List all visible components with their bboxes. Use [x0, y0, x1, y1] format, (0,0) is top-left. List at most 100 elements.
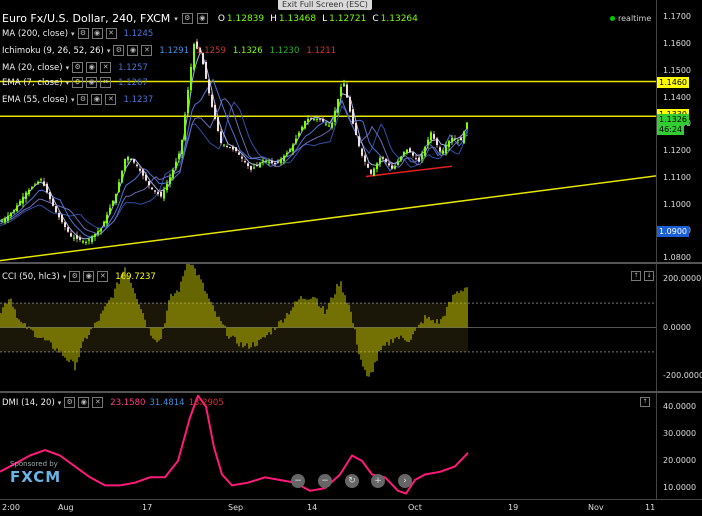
candle[interactable] — [115, 193, 117, 204]
candle[interactable] — [184, 114, 186, 140]
candle[interactable] — [250, 166, 252, 170]
candle[interactable] — [394, 166, 396, 169]
eye-icon[interactable]: ◉ — [86, 62, 98, 73]
candle[interactable] — [421, 154, 423, 160]
eye-icon[interactable]: ◉ — [86, 77, 98, 88]
candle[interactable] — [466, 122, 468, 129]
price-pane[interactable] — [0, 0, 656, 262]
indicator-name[interactable]: EMA (55, close) — [2, 94, 68, 105]
settings-icon[interactable]: ⚙ — [77, 94, 89, 105]
candle[interactable] — [274, 162, 276, 165]
candle[interactable] — [211, 94, 213, 107]
candle[interactable] — [268, 162, 270, 164]
candle[interactable] — [148, 181, 150, 186]
eye-icon[interactable]: ◉ — [78, 397, 90, 408]
candle[interactable] — [25, 192, 27, 199]
candle[interactable] — [85, 241, 87, 243]
candle[interactable] — [463, 131, 465, 143]
candle[interactable] — [442, 150, 444, 154]
candle[interactable] — [415, 158, 417, 160]
candle[interactable] — [220, 131, 222, 144]
candle[interactable] — [58, 213, 60, 218]
candle[interactable] — [112, 200, 114, 206]
cci-label[interactable]: CCI (50, hlc3) — [2, 271, 60, 282]
candle[interactable] — [130, 158, 132, 160]
trend-line[interactable] — [0, 175, 656, 262]
eye-icon[interactable]: ◉ — [83, 271, 95, 282]
candle[interactable] — [238, 152, 240, 155]
candle[interactable] — [391, 165, 393, 169]
candle[interactable] — [331, 122, 333, 128]
candle[interactable] — [289, 149, 291, 153]
candle[interactable] — [97, 231, 99, 235]
candle[interactable] — [61, 214, 63, 223]
candle[interactable] — [46, 183, 48, 193]
candle[interactable] — [436, 138, 438, 146]
settings-icon[interactable]: ⚙ — [113, 45, 125, 56]
candle[interactable] — [76, 235, 78, 239]
close-icon[interactable]: ✕ — [97, 271, 109, 282]
candle[interactable] — [433, 134, 435, 139]
candle[interactable] — [448, 140, 450, 148]
candle[interactable] — [412, 152, 414, 156]
settings-icon[interactable]: ⚙ — [64, 397, 76, 408]
candle[interactable] — [31, 187, 33, 189]
candle[interactable] — [406, 149, 408, 153]
candle[interactable] — [343, 83, 345, 87]
candle[interactable] — [418, 157, 420, 162]
sponsor-logo[interactable]: Sponsored by FXCM — [10, 460, 61, 486]
candle[interactable] — [424, 147, 426, 156]
maximize-icon[interactable]: ↑ — [640, 397, 650, 407]
candle[interactable] — [109, 207, 111, 214]
candle[interactable] — [28, 189, 30, 195]
candle[interactable] — [64, 222, 66, 227]
chevron-down-icon[interactable]: ▾ — [71, 29, 75, 38]
dmi-axis[interactable]: 40.0000 30.0000 20.0000 10.0000 — [656, 393, 702, 499]
candle[interactable] — [385, 158, 387, 162]
settings-icon[interactable]: ⚙ — [69, 271, 81, 282]
candle[interactable] — [430, 132, 432, 141]
candle[interactable] — [292, 144, 294, 152]
candle[interactable] — [355, 122, 357, 136]
candle[interactable] — [235, 147, 237, 152]
candle[interactable] — [409, 148, 411, 153]
dmi-label[interactable]: DMI (14, 20) — [2, 397, 55, 408]
candle[interactable] — [73, 237, 75, 239]
zoom-out-button[interactable]: − — [318, 474, 332, 488]
close-icon[interactable]: ✕ — [141, 45, 153, 56]
price-axis[interactable]: 1.17001.16001.15001.14001.13001.12001.11… — [656, 0, 702, 262]
candle[interactable] — [265, 161, 267, 163]
candle[interactable] — [136, 164, 138, 167]
candle[interactable] — [166, 183, 168, 191]
candle[interactable] — [124, 158, 126, 171]
candle[interactable] — [79, 237, 81, 240]
candle[interactable] — [253, 167, 255, 169]
candle[interactable] — [277, 161, 279, 163]
chevron-down-icon[interactable]: ▾ — [57, 398, 62, 407]
close-icon[interactable]: ✕ — [100, 77, 112, 88]
candle[interactable] — [13, 209, 15, 213]
pane-divider[interactable] — [0, 262, 702, 264]
candle[interactable] — [103, 221, 105, 227]
adx-line[interactable] — [0, 394, 469, 495]
ema-55-line[interactable] — [0, 97, 469, 235]
ma-200-line[interactable] — [0, 101, 469, 229]
ma-20-line[interactable] — [0, 78, 469, 238]
candle[interactable] — [100, 228, 102, 232]
candle[interactable] — [178, 153, 180, 160]
candle[interactable] — [22, 196, 24, 204]
candle[interactable] — [370, 169, 372, 174]
candle[interactable] — [340, 86, 342, 97]
indicator-name[interactable]: MA (20, close) — [2, 62, 63, 73]
candle[interactable] — [382, 157, 384, 159]
candle[interactable] — [67, 227, 69, 232]
price-chart[interactable] — [0, 0, 656, 262]
candle[interactable] — [280, 159, 282, 164]
candle[interactable] — [244, 161, 246, 163]
close-icon[interactable]: ✕ — [105, 28, 117, 39]
candle[interactable] — [307, 118, 309, 122]
candle[interactable] — [319, 118, 321, 120]
candle[interactable] — [346, 84, 348, 98]
settings-icon[interactable]: ⚙ — [181, 13, 193, 24]
candle[interactable] — [313, 118, 315, 120]
